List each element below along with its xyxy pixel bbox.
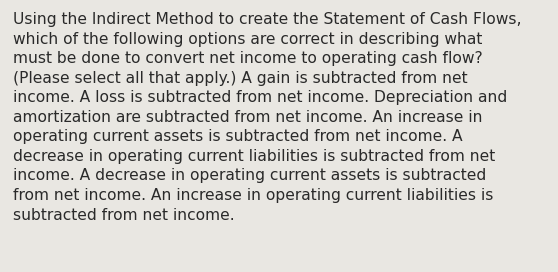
- Text: Using the Indirect Method to create the Statement of Cash Flows,
which of the fo: Using the Indirect Method to create the …: [13, 12, 522, 222]
